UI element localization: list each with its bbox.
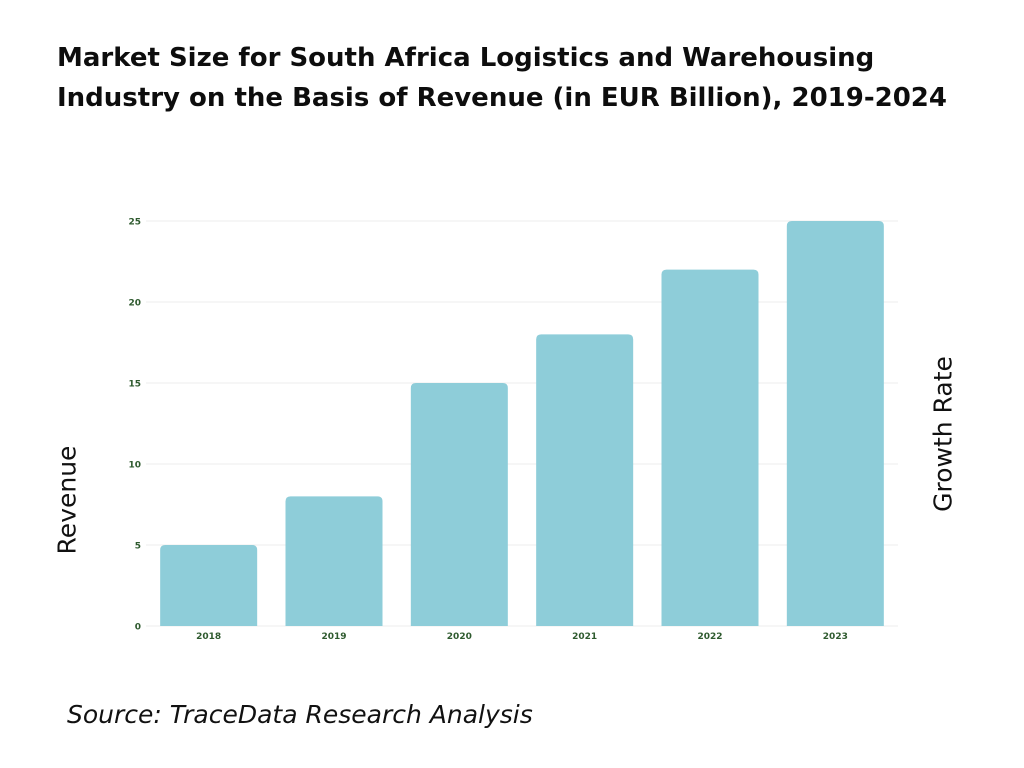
chart-title: Market Size for South Africa Logistics a… xyxy=(57,38,957,118)
bar-2019 xyxy=(285,496,383,626)
y-tick-labels: 0 5 10 15 20 25 xyxy=(128,218,141,633)
x-tick-label: 2023 xyxy=(823,632,848,642)
chart-title-line-2: Industry on the Basis of Revenue (in EUR… xyxy=(57,83,947,113)
x-tick-label: 2018 xyxy=(196,632,221,642)
bar-2020 xyxy=(410,383,508,626)
bar-2022 xyxy=(661,269,759,626)
y-tick-label: 15 xyxy=(128,380,141,390)
bar-2023 xyxy=(786,221,884,626)
y-tick-label: 0 xyxy=(135,623,141,633)
y-tick-label: 10 xyxy=(128,461,141,471)
y-tick-label: 20 xyxy=(128,299,141,309)
x-tick-label: 2022 xyxy=(697,632,722,642)
y-tick-label: 25 xyxy=(128,218,141,228)
bar-2018 xyxy=(160,545,258,626)
y-tick-label: 5 xyxy=(135,542,141,552)
chart-title-line-1: Market Size for South Africa Logistics a… xyxy=(57,43,875,73)
gridlines xyxy=(146,220,898,627)
x-tick-label: 2021 xyxy=(572,632,597,642)
x-tick-label: 2019 xyxy=(321,632,346,642)
x-tick-labels: 2018 2019 2020 2021 2022 2023 xyxy=(196,632,848,642)
bars xyxy=(160,221,884,626)
x-tick-label: 2020 xyxy=(447,632,472,642)
source-note: Source: TraceData Research Analysis xyxy=(67,700,533,729)
bar-2021 xyxy=(536,334,634,626)
